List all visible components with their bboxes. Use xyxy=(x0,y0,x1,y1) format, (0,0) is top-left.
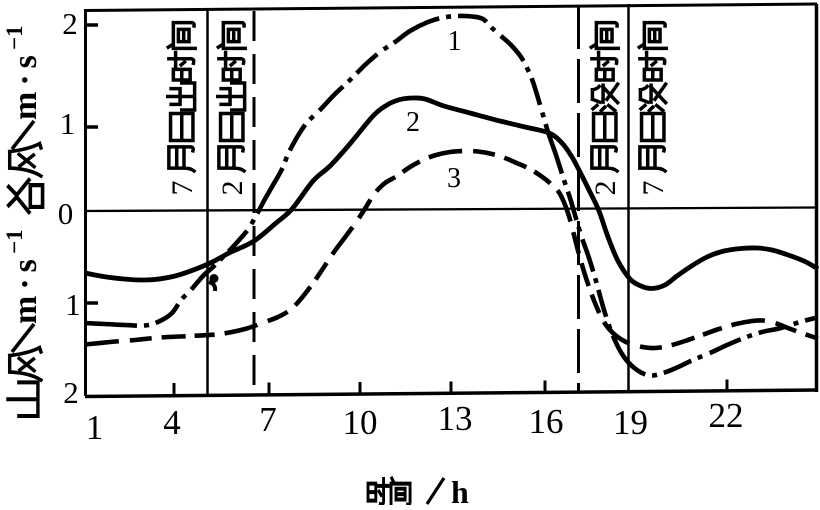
svg-text:−1: −1 xyxy=(2,229,27,254)
svg-text:13: 13 xyxy=(438,399,473,438)
svg-text:0: 0 xyxy=(58,196,74,231)
svg-text:−1: −1 xyxy=(2,25,27,50)
svg-text:2: 2 xyxy=(62,6,78,41)
svg-text:16: 16 xyxy=(529,402,564,441)
svg-text:2: 2 xyxy=(216,181,249,196)
svg-text:7: 7 xyxy=(259,400,277,439)
svg-text:1: 1 xyxy=(86,408,104,447)
svg-text:2: 2 xyxy=(63,375,79,410)
svg-text:19: 19 xyxy=(613,403,648,442)
svg-text:4: 4 xyxy=(163,403,181,442)
svg-text:2: 2 xyxy=(406,107,420,138)
svg-text:7: 7 xyxy=(637,181,670,196)
svg-text:h: h xyxy=(451,474,469,505)
svg-text:1: 1 xyxy=(448,26,462,57)
svg-text:m·s: m·s xyxy=(7,253,44,324)
svg-text:1: 1 xyxy=(65,287,81,322)
svg-text:7: 7 xyxy=(166,181,199,196)
svg-text:m·s: m·s xyxy=(7,49,44,120)
svg-text:1: 1 xyxy=(60,106,76,141)
svg-text:22: 22 xyxy=(709,396,744,435)
svg-text:3: 3 xyxy=(447,163,461,194)
svg-text:2: 2 xyxy=(589,181,622,196)
svg-text:10: 10 xyxy=(343,403,378,442)
